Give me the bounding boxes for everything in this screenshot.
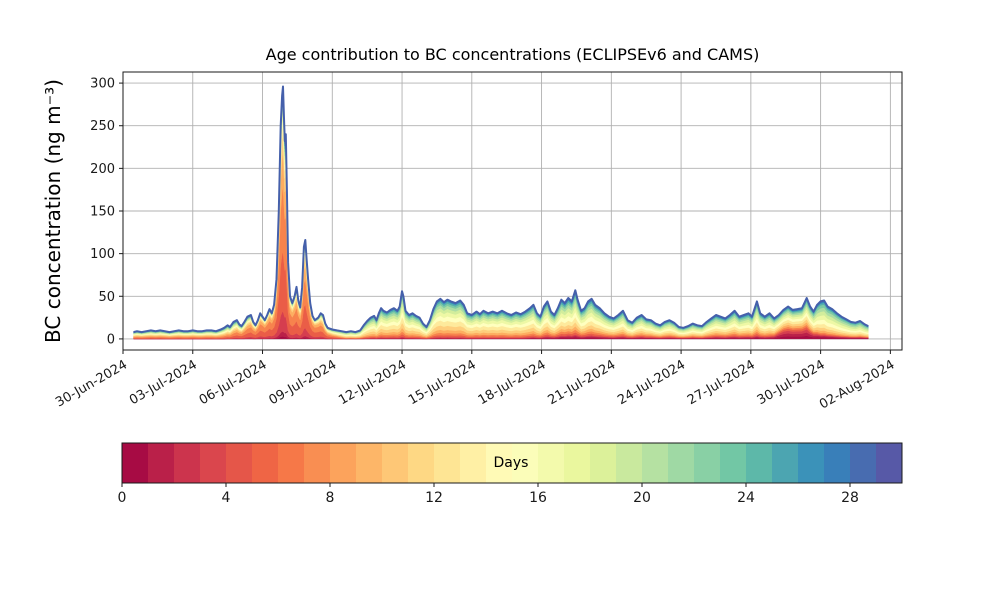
colorbar-border	[121, 442, 903, 484]
colorbar-segment	[356, 443, 383, 483]
colorbar-segment	[668, 443, 695, 483]
x-tick-label: 02-Aug-2024	[817, 357, 897, 412]
colorbar-segment	[408, 443, 435, 483]
colorbar-tick-label: 20	[633, 490, 651, 506]
y-tick-label: 50	[98, 290, 115, 305]
y-axis-label: BC concentration (ng m⁻³)	[41, 79, 65, 343]
colorbar-segment	[590, 443, 617, 483]
age-band	[133, 96, 869, 334]
x-tick-label: 18-Jul-2024	[476, 357, 549, 408]
x-tick-label: 30-Jun-2024	[53, 357, 130, 410]
colorbar-segment	[304, 443, 331, 483]
colorbar-segment	[642, 443, 669, 483]
colorbar-segment	[330, 443, 357, 483]
y-tick-label: 0	[107, 332, 115, 347]
colorbar-segment	[564, 443, 591, 483]
colorbar-segment	[226, 443, 253, 483]
x-tick-label: 24-Jul-2024	[615, 357, 688, 408]
colorbar-segment	[746, 443, 773, 483]
colorbar: 0 4 8 12 16 20 24 28	[118, 442, 903, 506]
x-tick-label: 27-Jul-2024	[685, 357, 758, 408]
colorbar-tick-label: 28	[841, 490, 859, 506]
colorbar-tick-label: 24	[737, 490, 755, 506]
x-tick-label: 09-Jul-2024	[266, 357, 339, 408]
colorbar-segment	[200, 443, 227, 483]
total-envelope-line	[133, 85, 869, 334]
colorbar-segment	[876, 443, 903, 483]
colorbar-segment	[278, 443, 305, 483]
y-tick-label: 200	[90, 162, 115, 177]
colorbar-tick-label: 0	[118, 490, 127, 506]
colorbar-segment	[720, 443, 747, 483]
colorbar-segment	[486, 443, 513, 483]
age-band	[133, 92, 869, 334]
colorbar-segment	[382, 443, 409, 483]
colorbar-segment	[252, 443, 279, 483]
age-band	[133, 100, 869, 334]
chart-title: Age contribution to BC concentrations (E…	[265, 45, 760, 64]
x-tick-label: 06-Jul-2024	[197, 357, 270, 408]
colorbar-segment	[148, 443, 175, 483]
colorbar-segment	[538, 443, 565, 483]
age-band	[133, 110, 869, 336]
x-tick-label: 12-Jul-2024	[336, 357, 409, 408]
colorbar-tick-label: 4	[222, 490, 231, 506]
colorbar-segment	[772, 443, 799, 483]
x-tick-label: 21-Jul-2024	[546, 357, 619, 408]
colorbar-segment	[850, 443, 877, 483]
colorbar-segment	[694, 443, 721, 483]
y-tick-label: 300	[90, 77, 115, 92]
x-tick-label: 03-Jul-2024	[127, 357, 200, 408]
colorbar-segment	[174, 443, 201, 483]
colorbar-segment	[616, 443, 643, 483]
colorbar-segment	[460, 443, 487, 483]
colorbar-segment	[434, 443, 461, 483]
age-band	[133, 105, 869, 335]
colorbar-segment	[512, 443, 539, 483]
colorbar-label: Days	[493, 455, 529, 471]
y-tick-label: 150	[90, 205, 115, 220]
stacked-age-bands	[133, 86, 869, 340]
y-tick-label: 100	[90, 247, 115, 262]
colorbar-tick-label: 12	[425, 490, 443, 506]
colorbar-segment	[824, 443, 851, 483]
colorbar-tick-label: 16	[529, 490, 547, 506]
y-tick-label: 250	[90, 119, 115, 134]
colorbar-segment	[122, 443, 149, 483]
age-band	[133, 86, 869, 333]
colorbar-segment	[798, 443, 825, 483]
x-tick-label: 15-Jul-2024	[406, 357, 479, 408]
colorbar-tick-label: 8	[326, 490, 335, 506]
